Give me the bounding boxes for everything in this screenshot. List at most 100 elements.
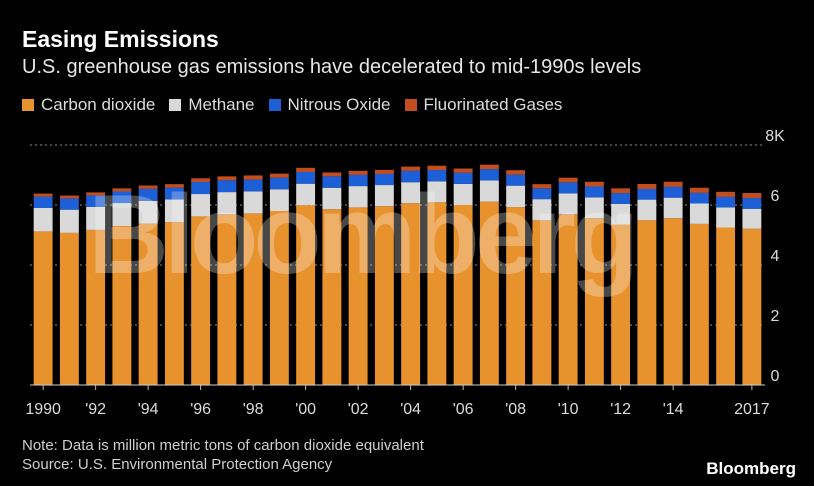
bar-carbon-dioxide — [716, 227, 736, 385]
x-tick-label: '92 — [85, 401, 106, 418]
bar-nitrous-oxide — [584, 186, 604, 198]
y-tick-label: 0 — [771, 368, 780, 385]
x-tick-label: 2017 — [734, 401, 770, 418]
bar-fluorinated-gases — [59, 195, 79, 199]
bar-nitrous-oxide — [217, 180, 237, 193]
bar-fluorinated-gases — [296, 167, 316, 172]
bar-methane — [453, 183, 473, 205]
legend-swatch-carbon-dioxide — [22, 99, 34, 111]
bar-nitrous-oxide — [401, 170, 421, 183]
bar-nitrous-oxide — [138, 188, 158, 201]
bar-fluorinated-gases — [637, 184, 657, 189]
legend-swatch-methane — [169, 99, 182, 111]
bar-fluorinated-gases — [558, 177, 578, 183]
bar-methane — [689, 203, 709, 224]
y-tick-label: 8K — [765, 128, 785, 145]
bar-fluorinated-gases — [479, 164, 499, 170]
bar-fluorinated-gases — [33, 193, 53, 197]
bar-carbon-dioxide — [506, 207, 526, 385]
bar-fluorinated-gases — [164, 184, 184, 188]
x-tick-label: '10 — [558, 401, 579, 418]
bar-methane — [742, 208, 762, 229]
bar-methane — [33, 208, 53, 232]
bar-fluorinated-gases — [532, 184, 552, 189]
source-text: Source: U.S. Environmental Protection Ag… — [22, 456, 333, 473]
x-tick-label: '94 — [138, 401, 159, 418]
bar-nitrous-oxide — [269, 177, 289, 190]
bar-methane — [322, 187, 342, 210]
bar-nitrous-oxide — [611, 193, 631, 204]
bar-methane — [611, 203, 631, 225]
bar-fluorinated-gases — [86, 192, 106, 196]
bar-carbon-dioxide — [689, 223, 709, 385]
y-tick-label: 4 — [771, 248, 780, 265]
legend-label: Methane — [188, 95, 255, 114]
bar-carbon-dioxide — [742, 228, 762, 385]
bar-methane — [59, 209, 79, 233]
bar-carbon-dioxide — [217, 214, 237, 385]
legend-label: Nitrous Oxide — [287, 95, 391, 114]
bar-nitrous-oxide — [112, 191, 132, 204]
bar-nitrous-oxide — [453, 172, 473, 184]
bar-methane — [427, 181, 447, 203]
bar-methane — [348, 186, 368, 208]
legend: Carbon dioxide Methane Nitrous Oxide Flu… — [22, 95, 562, 115]
bar-nitrous-oxide — [663, 186, 683, 198]
bar-carbon-dioxide — [296, 205, 316, 385]
bar-methane — [663, 197, 683, 219]
bar-fluorinated-gases — [742, 193, 762, 199]
bar-carbon-dioxide — [479, 201, 499, 385]
chart-title: Easing Emissions — [22, 26, 219, 52]
bar-nitrous-oxide — [427, 170, 447, 182]
y-tick-label: 2 — [771, 308, 780, 325]
brand-logo: Bloomberg — [706, 459, 796, 478]
bar-carbon-dioxide — [584, 218, 604, 385]
bar-methane — [269, 189, 289, 211]
bar-methane — [374, 185, 394, 207]
bar-fluorinated-gases — [112, 188, 132, 192]
bar-fluorinated-gases — [401, 166, 421, 171]
bar-fluorinated-gases — [506, 170, 526, 175]
bar-carbon-dioxide — [611, 224, 631, 385]
bar-nitrous-oxide — [322, 176, 342, 188]
legend-item-methane: Methane — [169, 95, 255, 115]
bar-nitrous-oxide — [532, 188, 552, 200]
bar-fluorinated-gases — [453, 168, 473, 173]
bar-carbon-dioxide — [243, 213, 263, 385]
bar-carbon-dioxide — [322, 209, 342, 385]
x-tick-label: '00 — [295, 401, 316, 418]
bar-carbon-dioxide — [59, 232, 79, 385]
bar-carbon-dioxide — [532, 220, 552, 385]
bar-nitrous-oxide — [558, 182, 578, 194]
bar-methane — [479, 180, 499, 202]
bar-methane — [296, 183, 316, 206]
x-tick-label: '08 — [505, 401, 526, 418]
bar-carbon-dioxide — [663, 218, 683, 385]
bar-fluorinated-gases — [611, 188, 631, 194]
legend-item-carbon-dioxide: Carbon dioxide — [22, 95, 155, 115]
bar-methane — [401, 182, 421, 204]
x-tick-label: '96 — [190, 401, 211, 418]
legend-swatch-nitrous-oxide — [268, 99, 281, 111]
bar-methane — [243, 191, 263, 214]
bar-nitrous-oxide — [59, 198, 79, 210]
bar-carbon-dioxide — [558, 214, 578, 385]
bar-carbon-dioxide — [164, 222, 184, 385]
bar-nitrous-oxide — [637, 188, 657, 200]
bar-fluorinated-gases — [138, 185, 158, 189]
bar-methane — [637, 199, 657, 221]
bar-carbon-dioxide — [401, 203, 421, 385]
x-tick-label: '14 — [663, 401, 684, 418]
bar-nitrous-oxide — [374, 173, 394, 186]
bar-nitrous-oxide — [243, 179, 263, 192]
bar-carbon-dioxide — [453, 205, 473, 385]
bar-methane — [584, 197, 604, 219]
x-tick-label: '02 — [348, 401, 369, 418]
bar-methane — [86, 206, 106, 230]
bar-fluorinated-gases — [217, 176, 237, 181]
legend-swatch-fluorinated-gases — [404, 99, 417, 111]
bar-nitrous-oxide — [689, 192, 709, 204]
bar-nitrous-oxide — [86, 195, 106, 207]
legend-item-nitrous-oxide: Nitrous Oxide — [268, 95, 391, 115]
bar-fluorinated-gases — [243, 175, 263, 180]
